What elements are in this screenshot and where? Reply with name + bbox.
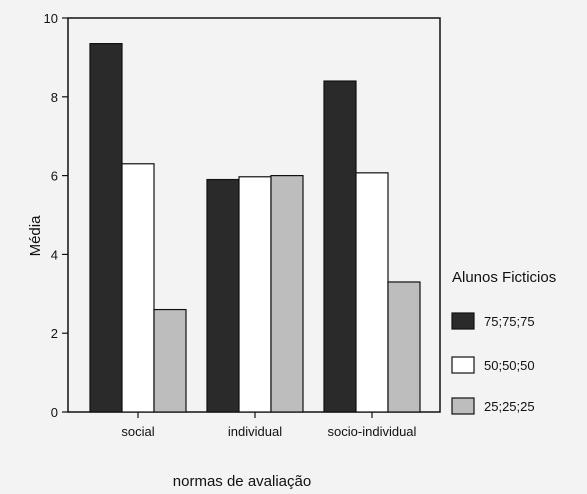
x-axis: social individual socio-individual [121, 412, 417, 439]
bar-socio-individual-series-3 [387, 281, 421, 413]
y-tick-label: 8 [51, 90, 58, 105]
bar-socio-individual-series-2 [355, 172, 389, 413]
legend-swatch [451, 312, 475, 330]
x-category-label: individual [228, 424, 282, 439]
legend-label: 50;50;50 [484, 358, 535, 373]
bar-social-series-3 [153, 308, 187, 413]
bar-individual-series-1 [206, 178, 240, 413]
x-axis-title: normas de avaliação [173, 473, 311, 490]
y-tick-label: 4 [51, 247, 58, 262]
bar-social-series-2 [121, 163, 155, 413]
bar-socio-individual-series-1 [323, 80, 357, 413]
legend-swatch [451, 397, 475, 415]
legend-swatch [451, 356, 475, 374]
bar-individual-series-2 [238, 176, 272, 413]
x-category-label: socio-individual [328, 424, 417, 439]
y-tick-label: 10 [44, 11, 58, 26]
y-axis: 0 2 4 6 8 10 [44, 11, 68, 420]
y-tick-label: 6 [51, 169, 58, 184]
y-tick-label: 2 [51, 326, 58, 341]
bar-individual-series-3 [270, 175, 304, 413]
bar-social-series-1 [89, 43, 123, 413]
legend-label: 75;75;75 [484, 314, 535, 329]
x-category-label: social [121, 424, 154, 439]
legend-label: 25;25;25 [484, 399, 535, 414]
y-axis-title: Média [27, 215, 44, 257]
bars-group [89, 43, 421, 413]
legend: Alunos Ficticios 75;75;75 50;50;50 25;25;2… [451, 269, 556, 415]
y-tick-label: 0 [51, 405, 58, 420]
legend-title: Alunos Ficticios [452, 269, 556, 286]
